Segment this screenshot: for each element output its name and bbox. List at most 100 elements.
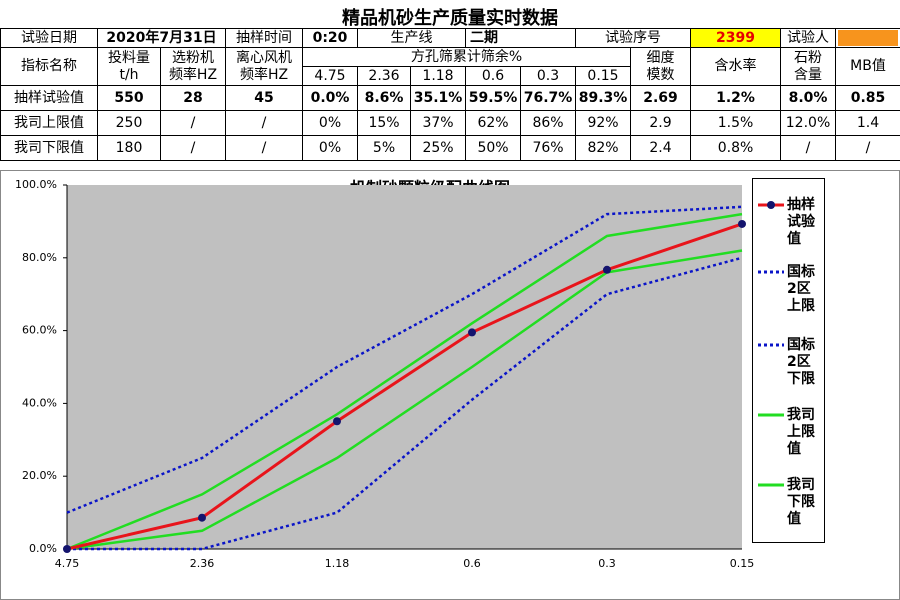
- header-cell: 投料量 t/h: [97, 47, 161, 86]
- x-tick-label: 1.18: [325, 557, 350, 570]
- cell: 59.5%: [465, 85, 522, 111]
- masked-cell: [835, 28, 900, 48]
- data-row: 抽样试验值 550 28 45 0.0% 8.6% 35.1% 59.5% 76.7% 89.3%…: [0, 85, 900, 111]
- cell: 1.2%: [690, 85, 782, 111]
- cell: 0.85: [835, 85, 900, 111]
- cell: 89.3%: [575, 85, 632, 111]
- plot-area: [67, 185, 742, 549]
- sieve-row: 4.75 2.36 1.18 0.6 0.3 0.15: [1, 66, 900, 86]
- header-cell: MB值: [835, 47, 900, 86]
- x-tick-label: 0.15: [730, 557, 755, 570]
- data-point: [603, 265, 611, 274]
- sieve-cell: 0.3: [520, 66, 577, 86]
- legend-item: 抽样试验值: [757, 197, 819, 248]
- cell: /: [225, 110, 304, 136]
- cell: 1.4: [835, 110, 900, 136]
- data-point: [468, 328, 476, 337]
- cell: 0.0%: [302, 85, 359, 111]
- info-row: 试验日期 2020年7月31日 抽样时间 0:20 生产线 二期 试验序号 23…: [0, 28, 900, 48]
- y-tick-label: 40.0%: [22, 396, 57, 409]
- series-line: [66, 212, 743, 551]
- cell: 生产线: [357, 28, 467, 48]
- legend-swatch: [758, 270, 784, 274]
- cell: 92%: [575, 110, 632, 136]
- legend-item: 我司下限值: [757, 477, 819, 528]
- cell: 2.9: [630, 110, 692, 136]
- header-cell: 含水率: [690, 47, 782, 86]
- cell: 0%: [302, 135, 359, 161]
- x-tick-label: 2.36: [190, 557, 215, 570]
- cell: /: [225, 135, 304, 161]
- cell: 76%: [520, 135, 577, 161]
- cell: /: [159, 135, 227, 161]
- legend-marker: [767, 201, 775, 209]
- cell: 82%: [575, 135, 632, 161]
- legend-swatch: [758, 343, 784, 347]
- x-tick-label: 0.3: [598, 557, 616, 570]
- header-cell: 选粉机 频率HZ: [159, 47, 227, 86]
- cell: 试验序号: [575, 28, 692, 48]
- header-cell: 方孔筛累计筛余%: [302, 47, 632, 67]
- sieve-cell: 0.6: [465, 66, 522, 86]
- cell: 50%: [465, 135, 522, 161]
- legend-swatch: [758, 201, 784, 209]
- data-row: 我司下限值 180//0% 5% 25% 50% 76% 82% 2.4 0.8% / /: [0, 135, 900, 161]
- cell: 1.5%: [690, 110, 782, 136]
- legend-item: 我司上限值: [757, 407, 819, 458]
- cell: 2020年7月31日: [96, 28, 227, 48]
- cell: 37%: [410, 110, 467, 136]
- cell: 5%: [357, 135, 412, 161]
- cell: 抽样时间: [225, 28, 304, 48]
- cell: 180: [97, 135, 161, 161]
- page-title: 精品机砂生产质量实时数据: [342, 8, 558, 29]
- cell: 28: [159, 85, 227, 111]
- y-tick-label: 100.0%: [15, 178, 57, 191]
- header-row: 指标名称 投料量 t/h 选粉机 频率HZ 离心风机 频率HZ 方孔筛累计筛余%…: [0, 47, 900, 86]
- cell: 15%: [357, 110, 412, 136]
- legend-item: 国标2区上限: [757, 264, 819, 315]
- cell: 550: [97, 85, 161, 111]
- cell: 76.7%: [520, 85, 577, 111]
- header-cell: 离心风机 频率HZ: [225, 47, 304, 86]
- data-point: [333, 417, 341, 426]
- cell: 45: [225, 85, 304, 111]
- cell: /: [159, 110, 227, 136]
- series-line: [66, 249, 743, 551]
- legend-swatch: [758, 483, 784, 487]
- cell: 8.0%: [780, 85, 837, 111]
- cell: 12.0%: [780, 110, 837, 136]
- y-tick-label: 80.0%: [22, 251, 57, 264]
- cell: 0.8%: [690, 135, 782, 161]
- cell: 0:20: [302, 28, 359, 48]
- legend: 抽样试验值国标2区上限国标2区下限 我司上限值我司下限值: [752, 178, 825, 543]
- legend-label: 我司上限值: [787, 407, 815, 457]
- legend-swatch: [758, 413, 784, 417]
- cell: /: [780, 135, 837, 161]
- series-line: [67, 256, 743, 551]
- cell: 8.6%: [357, 85, 412, 111]
- legend-label: 我司下限值: [787, 477, 815, 527]
- y-tick-label: 60.0%: [22, 324, 57, 337]
- sieve-cell: 4.75: [302, 66, 359, 86]
- sieve-cell: 0.15: [575, 66, 632, 86]
- legend-label: 国标2区下限: [787, 337, 815, 387]
- cell: 2.4: [630, 135, 692, 161]
- cell: 35.1%: [410, 85, 467, 111]
- header-cell: 石粉 含量: [780, 47, 837, 86]
- cell: 0%: [302, 110, 359, 136]
- cell: 二期: [465, 28, 577, 48]
- header-cell: 指标名称: [0, 47, 98, 86]
- x-tick-label: 4.75: [55, 557, 80, 570]
- data-point: [63, 545, 71, 553]
- header-cell: 细度 模数: [630, 47, 692, 86]
- cell: 25%: [410, 135, 467, 161]
- cell: 我司上限值: [0, 110, 98, 136]
- cell: 62%: [465, 110, 522, 136]
- y-tick-label: 20.0%: [22, 469, 57, 482]
- sieve-cell: 1.18: [410, 66, 467, 86]
- legend-item: 国标2区下限: [757, 337, 819, 388]
- x-tick-label: 0.6: [463, 557, 481, 570]
- cell: /: [835, 135, 900, 161]
- cell: 试验人: [780, 28, 837, 48]
